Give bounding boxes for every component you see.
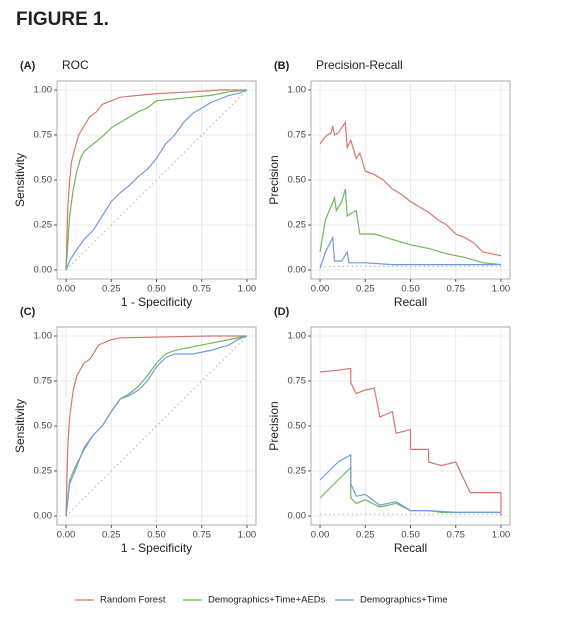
- y-axis-label: Sensitivity: [13, 399, 27, 453]
- legend-label: Demographics+Time+AEDs: [208, 595, 326, 606]
- panel-title: ROC: [62, 58, 89, 72]
- x-axis-label: 1 - Specificity: [121, 541, 192, 555]
- x-tick-label: 0.75: [192, 284, 211, 295]
- x-tick-label: 0.00: [57, 284, 76, 295]
- x-tick-label: 1.00: [492, 284, 511, 295]
- y-tick-label: 1.00: [288, 331, 307, 342]
- y-tick-label: 0.50: [288, 175, 307, 186]
- x-tick-label: 0.50: [147, 284, 166, 295]
- figure-title: FIGURE 1.: [16, 9, 109, 30]
- x-tick-label: 0.75: [446, 530, 465, 541]
- x-axis-label: Recall: [394, 541, 427, 555]
- x-tick-label: 0.25: [356, 530, 375, 541]
- x-tick-label: 0.25: [356, 284, 375, 295]
- y-tick-label: 0.00: [288, 265, 307, 276]
- panel-tag: (B): [274, 60, 290, 72]
- series-line: [319, 453, 501, 513]
- x-tick-label: 0.25: [102, 530, 121, 541]
- x-tick-label: 0.75: [446, 284, 465, 295]
- panel-tag: (D): [274, 306, 290, 318]
- x-tick-label: 0.50: [147, 530, 166, 541]
- y-tick-label: 0.25: [34, 466, 53, 477]
- series-line: [319, 188, 502, 266]
- x-tick-label: 0.00: [57, 530, 76, 541]
- series-line: [319, 235, 501, 269]
- y-tick-label: 0.00: [34, 265, 53, 276]
- y-tick-label: 0.25: [288, 220, 307, 231]
- series-line: [65, 89, 248, 271]
- y-tick-label: 0.25: [34, 220, 53, 231]
- y-tick-label: 1.00: [34, 331, 53, 342]
- y-tick-label: 0.75: [34, 376, 53, 387]
- series-line: [65, 89, 248, 271]
- x-tick-label: 1.00: [238, 284, 257, 295]
- y-tick-label: 1.00: [288, 85, 307, 96]
- y-tick-label: 0.75: [288, 376, 307, 387]
- legend-label: Demographics+Time: [360, 595, 448, 606]
- panel-tag: (A): [20, 60, 36, 72]
- y-tick-label: 0.50: [288, 421, 307, 432]
- x-tick-label: 1.00: [238, 530, 257, 541]
- series-line: [319, 120, 502, 257]
- x-tick-label: 0.50: [401, 284, 420, 295]
- y-tick-label: 0.25: [288, 466, 307, 477]
- x-tick-label: 0.75: [192, 530, 211, 541]
- y-axis-label: Precision: [267, 155, 281, 204]
- x-axis-label: Recall: [394, 295, 427, 309]
- x-tick-label: 0.00: [311, 530, 330, 541]
- x-axis-label: 1 - Specificity: [121, 295, 192, 309]
- panel-tag: (C): [20, 306, 36, 318]
- y-tick-label: 1.00: [34, 85, 53, 96]
- y-tick-label: 0.50: [34, 421, 53, 432]
- y-tick-label: 0.00: [34, 511, 53, 522]
- y-tick-label: 0.75: [34, 130, 53, 141]
- y-tick-label: 0.75: [288, 130, 307, 141]
- legend-label: Random Forest: [100, 595, 166, 606]
- reference-line: [65, 335, 248, 517]
- series-line: [65, 335, 247, 517]
- y-tick-label: 0.00: [288, 511, 307, 522]
- y-axis-label: Sensitivity: [13, 153, 27, 207]
- y-axis-label: Precision: [267, 401, 281, 450]
- x-tick-label: 0.00: [311, 284, 330, 295]
- series-line: [319, 367, 502, 516]
- panel-title: Precision-Recall: [316, 58, 403, 72]
- series-line: [65, 335, 248, 517]
- x-tick-label: 0.50: [401, 530, 420, 541]
- x-tick-label: 0.25: [102, 284, 121, 295]
- reference-line: [65, 89, 248, 271]
- x-tick-label: 1.00: [492, 530, 511, 541]
- y-tick-label: 0.50: [34, 175, 53, 186]
- series-line: [65, 89, 247, 271]
